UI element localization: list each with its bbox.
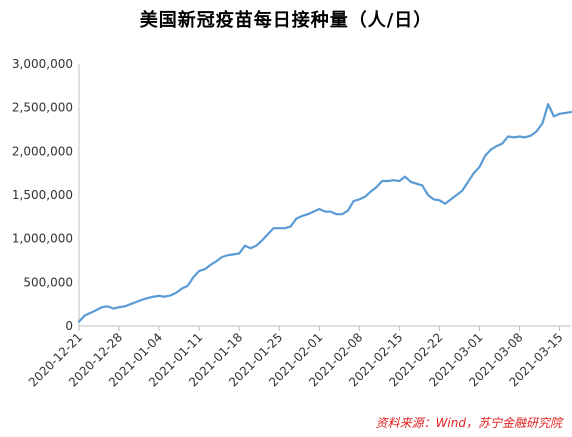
y-tick-label: 1,000,000 — [12, 232, 73, 246]
chart-title: 美国新冠疫苗每日接种量（人/日） — [139, 10, 433, 31]
y-tick-label: 500,000 — [23, 275, 73, 289]
source-note: 资料来源：Wind，苏宁金融研究院 — [375, 416, 562, 430]
y-tick-label: 0 — [65, 319, 73, 333]
y-tick-label: 2,500,000 — [12, 101, 73, 115]
y-tick-label: 1,500,000 — [12, 188, 73, 202]
y-tick-label: 3,000,000 — [12, 57, 73, 71]
y-tick-label: 2,000,000 — [12, 144, 73, 158]
series-line — [77, 103, 572, 323]
